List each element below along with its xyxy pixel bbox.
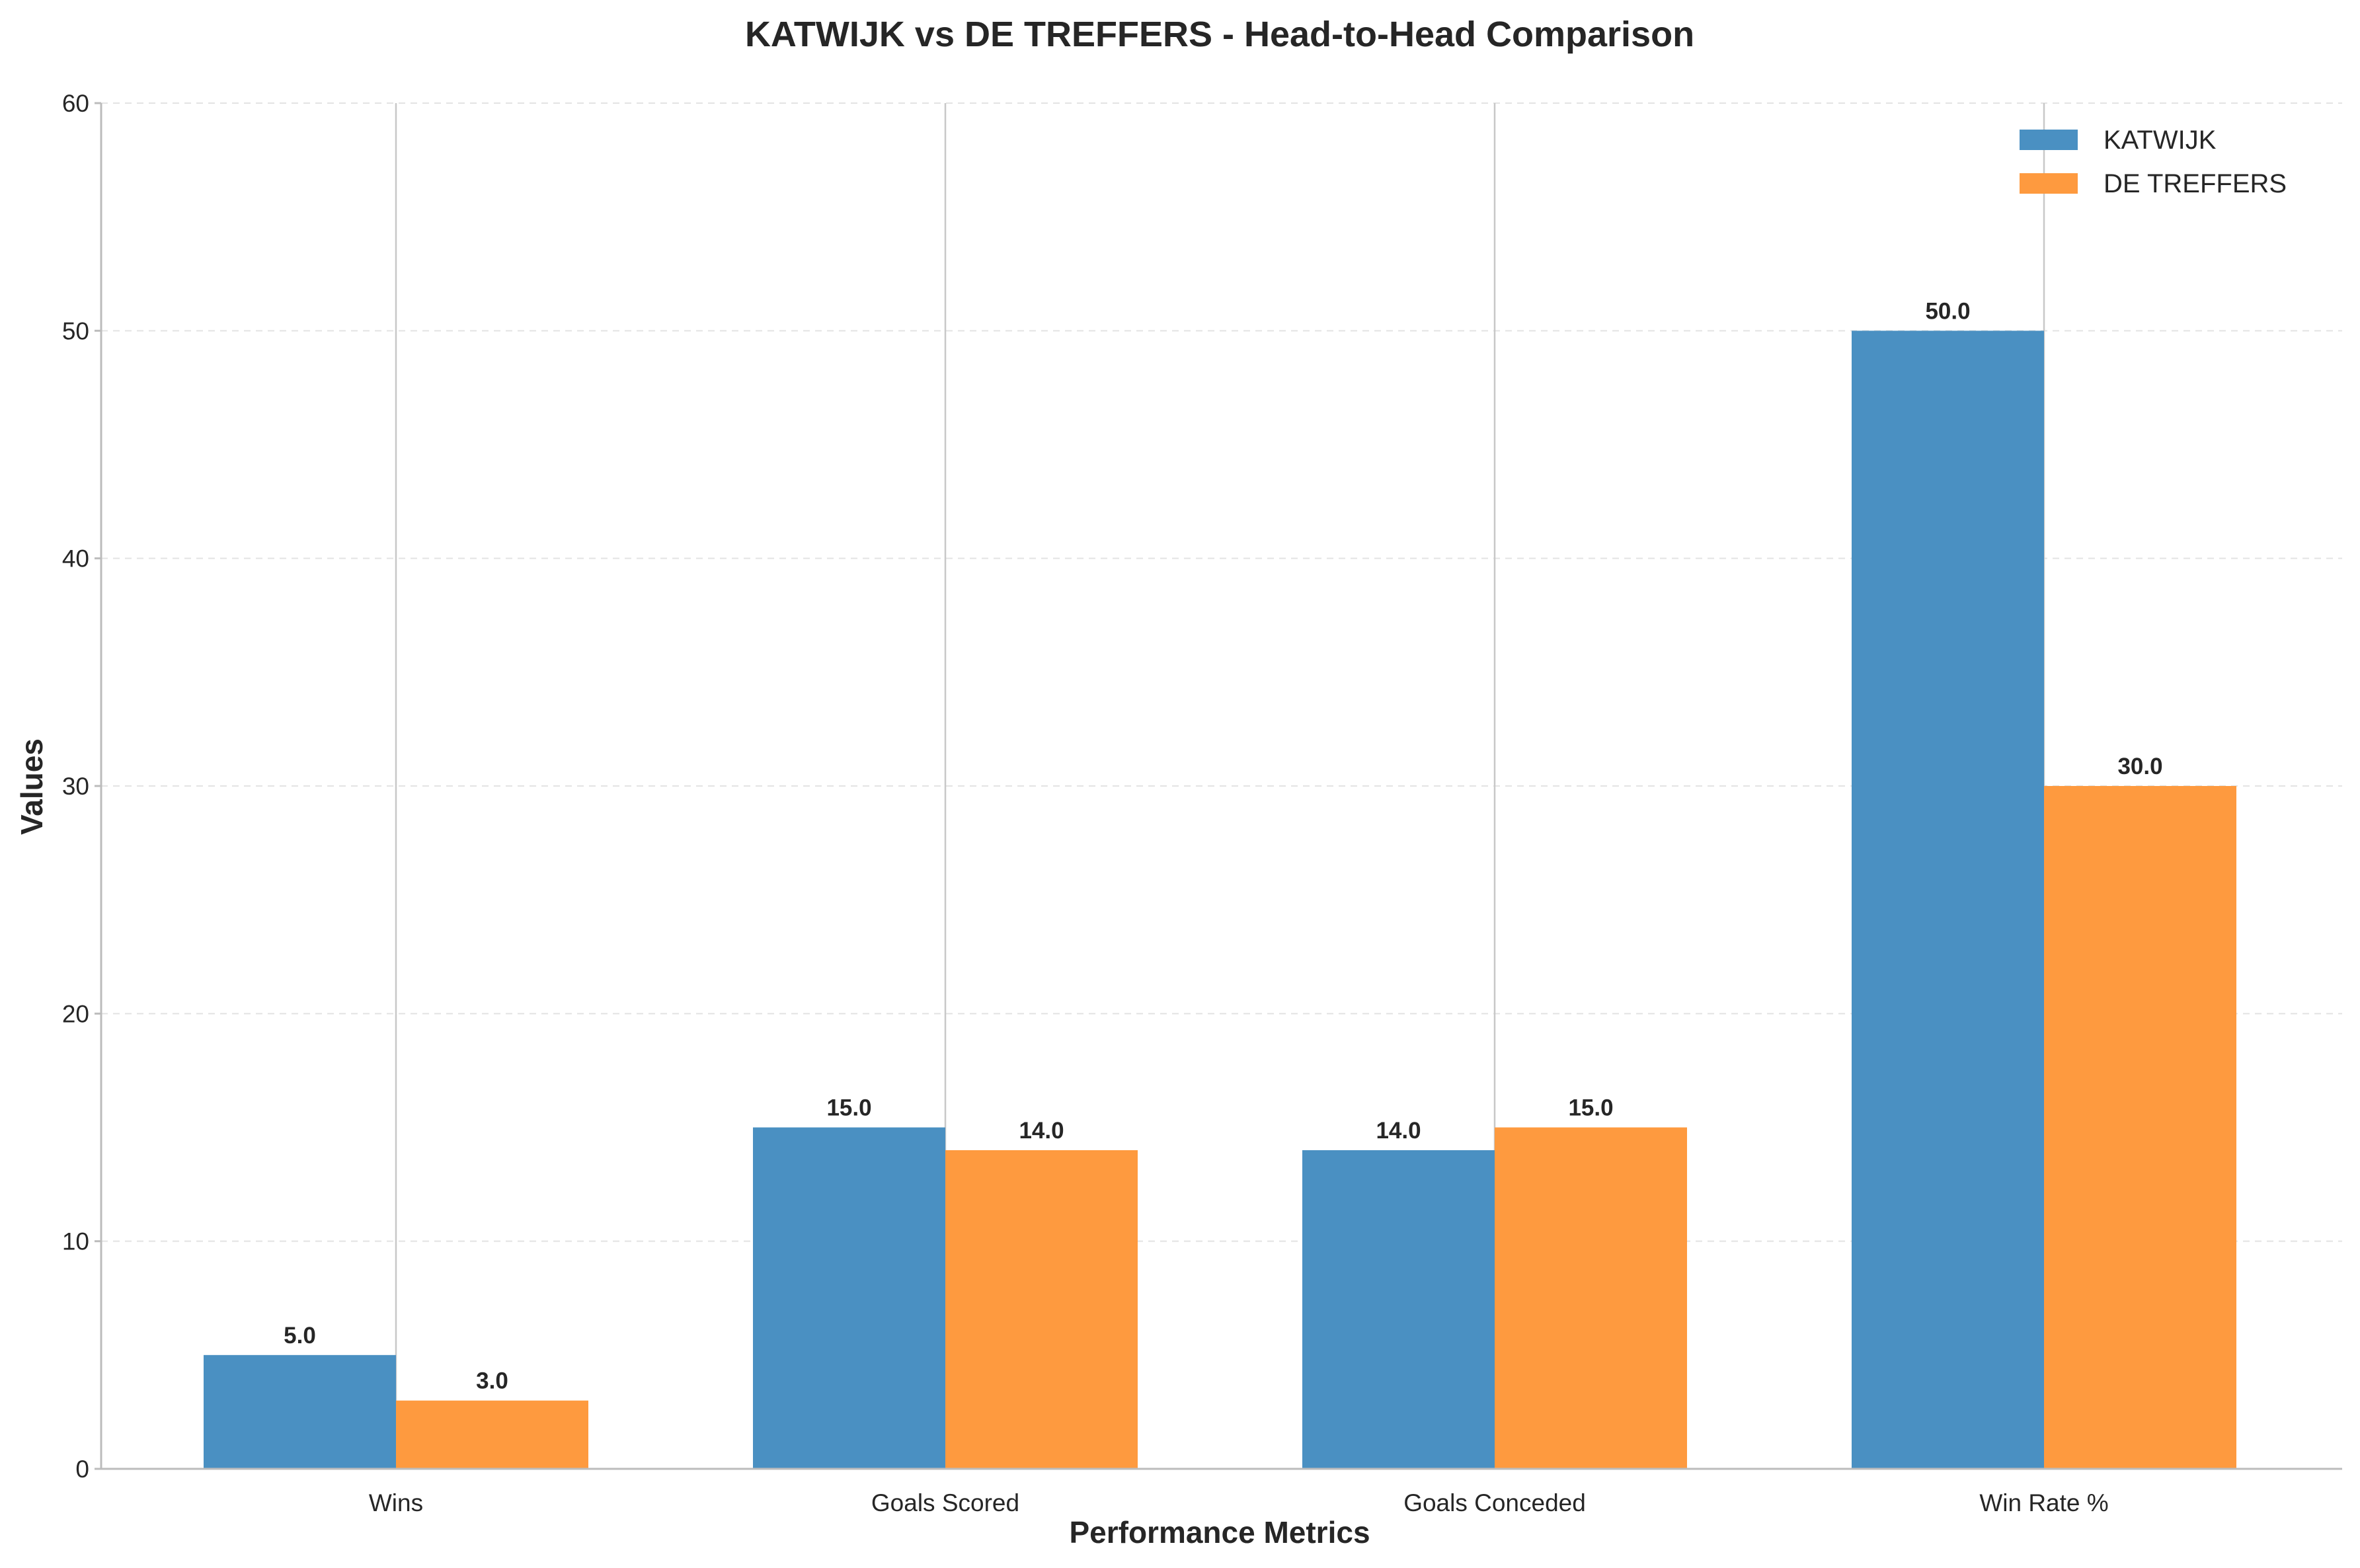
x-tick-label: Wins [369,1489,423,1516]
x-tick-label: Win Rate % [1979,1489,2108,1516]
bar-de-treffers [945,1150,1138,1469]
y-axis-title: Values [15,738,49,835]
bar-value-label: 15.0 [1568,1095,1613,1121]
axes-layer [95,102,2342,1470]
bar-value-label: 30.0 [2117,754,2162,779]
y-tick-label: 20 [62,1000,89,1027]
legend-swatch-katwijk [2020,130,2078,150]
bar-de-treffers [2044,786,2236,1469]
bar-value-label: 50.0 [1925,298,1970,324]
bar-value-label: 15.0 [826,1095,871,1121]
legend-label-katwijk: KATWIJK [2104,126,2217,155]
bar-katwijk [753,1127,945,1469]
grid-layer [101,102,2342,1469]
legend: KATWIJK DE TREFFERS [2020,126,2287,198]
chart-title: KATWIJK vs DE TREFFERS - Head-to-Head Co… [745,15,1694,54]
legend-label-de-treffers: DE TREFFERS [2104,169,2287,198]
bar-katwijk [204,1354,396,1469]
bar-value-label: 5.0 [284,1323,316,1349]
x-axis-title: Performance Metrics [1069,1515,1370,1549]
legend-swatch-de-treffers [2020,173,2078,194]
y-tick-label: 60 [62,90,89,117]
x-tick-label: Goals Scored [871,1489,1019,1516]
bars-layer [204,331,2236,1469]
labels-layer: 0 10 20 30 40 50 60 5.0 3.0 Wins 15.0 14.0 Goals Sco… [62,90,2163,1516]
bar-katwijk [1852,331,2044,1469]
y-tick-label: 10 [62,1228,89,1255]
y-tick-label: 0 [75,1456,89,1483]
bar-de-treffers [1495,1127,1687,1469]
bar-value-label: 3.0 [476,1368,508,1394]
bar-value-label: 14.0 [1019,1118,1064,1144]
y-tick-label: 30 [62,773,89,800]
bar-value-label: 14.0 [1376,1118,1421,1144]
bar-de-treffers [396,1400,588,1469]
x-tick-label: Goals Conceded [1403,1489,1586,1516]
y-tick-label: 50 [62,317,89,344]
bar-katwijk [1302,1150,1495,1469]
y-tick-label: 40 [62,545,89,572]
